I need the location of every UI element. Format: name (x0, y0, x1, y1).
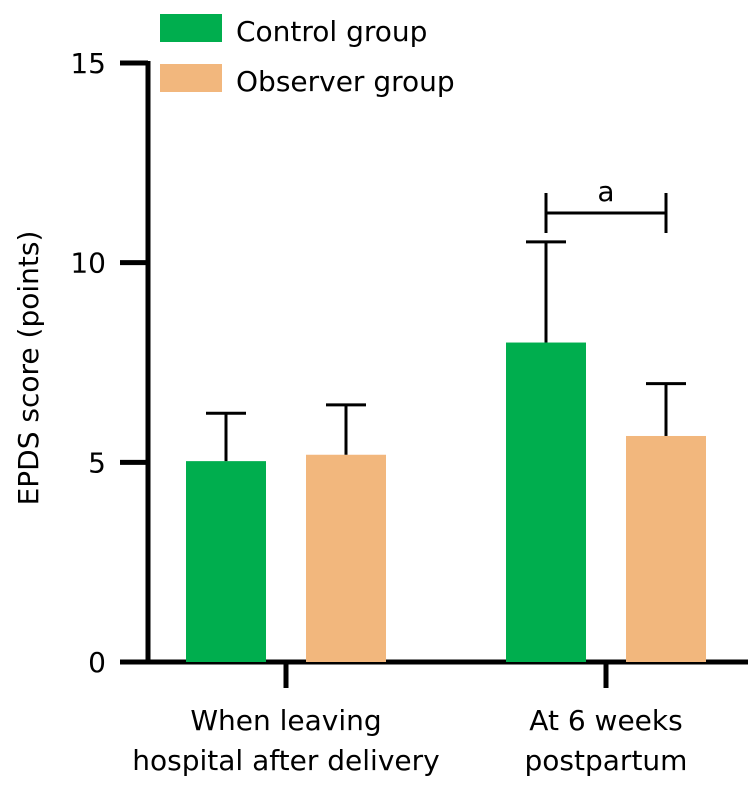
y-tick-label: 15 (70, 47, 106, 80)
legend-label: Control group (236, 15, 427, 48)
y-tick-label: 5 (88, 446, 106, 479)
x-tick-label: At 6 weeks (529, 704, 682, 737)
x-axis: When leaving hospital after delivery At 6 … (132, 659, 748, 777)
bar (306, 454, 386, 662)
y-axis: 0 5 10 15 (70, 47, 151, 679)
bar (186, 461, 266, 662)
bar (506, 342, 586, 662)
x-tick-label: hospital after delivery (132, 744, 439, 777)
legend-label: Observer group (236, 65, 455, 98)
bars (186, 240, 706, 662)
y-tick-label: 0 (88, 646, 106, 679)
legend-swatch (160, 14, 222, 42)
legend: Control group Observer group (160, 14, 455, 98)
x-tick-label: When leaving (190, 704, 381, 737)
y-axis-title: EPDS score (points) (12, 231, 45, 506)
significance-label: a (597, 175, 614, 208)
y-tick-label: 10 (70, 247, 106, 280)
bar (626, 435, 706, 662)
annotations: a (544, 175, 668, 233)
legend-swatch (160, 64, 222, 92)
x-tick-label: postpartum (525, 744, 688, 777)
